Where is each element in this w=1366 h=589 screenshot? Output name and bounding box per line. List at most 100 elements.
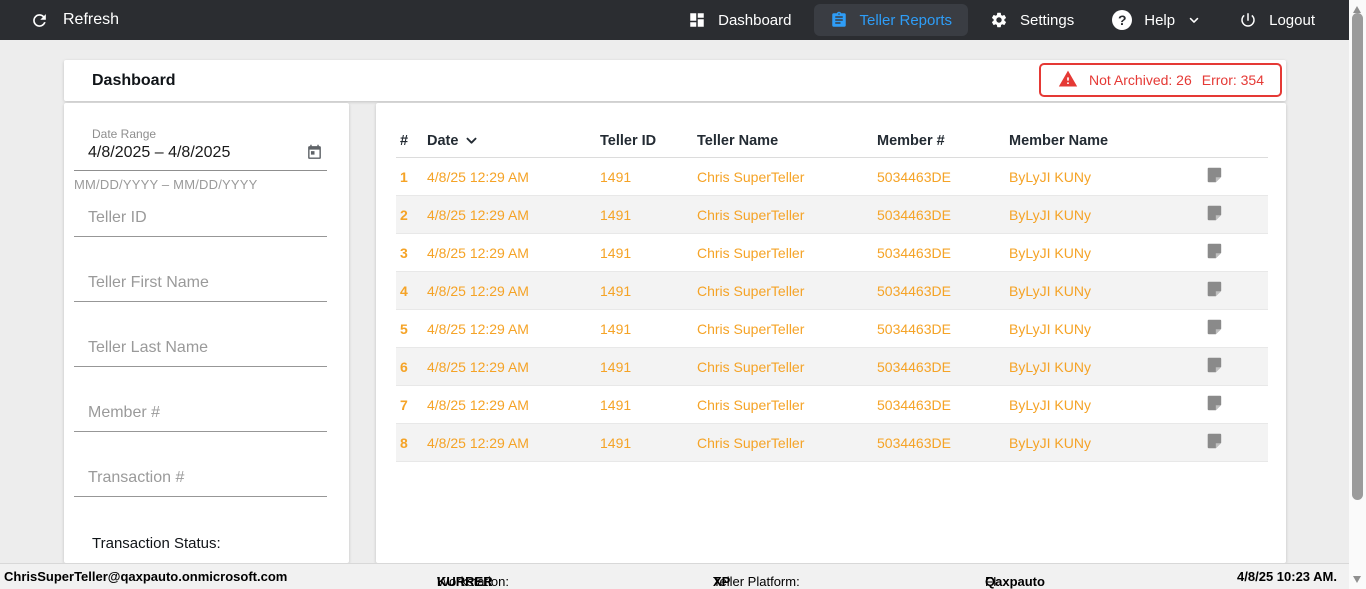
refresh-button[interactable]: Refresh <box>30 11 119 30</box>
teller-last-name-input[interactable] <box>74 335 327 367</box>
note-icon[interactable] <box>1205 242 1268 263</box>
filter-sidebar: Date Range MM/DD/YYYY – MM/DD/YYYY Trans… <box>64 103 349 563</box>
row-teller-name: Chris SuperTeller <box>697 282 805 299</box>
teller-id-input[interactable] <box>74 205 327 237</box>
fi-label: FI: <box>985 574 1001 589</box>
row-teller-id: 1491 <box>600 434 632 451</box>
teller-first-name-field <box>74 270 327 302</box>
row-member-name: ByLyJI KUNy <box>1009 282 1091 299</box>
top-nav: Refresh Dashboard Teller Reports Setting… <box>0 0 1349 40</box>
row-member-number: 5034463DE <box>877 358 951 375</box>
row-date: 4/8/25 12:29 AM <box>427 320 529 337</box>
row-number: 4 <box>400 282 408 299</box>
page-title: Dashboard <box>92 71 176 89</box>
status-bar: ChrisSuperTeller@qaxpauto.onmicrosoft.co… <box>0 563 1349 589</box>
row-date: 4/8/25 12:29 AM <box>427 396 529 413</box>
scroll-down-icon[interactable] <box>1353 576 1361 583</box>
row-teller-name: Chris SuperTeller <box>697 320 805 337</box>
column-header-number: # <box>400 133 409 149</box>
workstation-value: KURRER <box>437 574 493 589</box>
table-row[interactable]: 5 4/8/25 12:29 AM 1491 Chris SuperTeller… <box>396 310 1268 348</box>
row-member-number: 5034463DE <box>877 434 951 451</box>
table-row[interactable]: 7 4/8/25 12:29 AM 1491 Chris SuperTeller… <box>396 386 1268 424</box>
table-row[interactable]: 4 4/8/25 12:29 AM 1491 Chris SuperTeller… <box>396 272 1268 310</box>
calendar-icon[interactable] <box>306 144 323 166</box>
row-number: 8 <box>400 434 408 451</box>
alert-error-text: Error: 354 <box>1201 72 1264 88</box>
column-header-teller-name[interactable]: Teller Name <box>697 133 779 149</box>
transaction-status-label: Transaction Status: <box>92 535 221 552</box>
row-teller-name: Chris SuperTeller <box>697 244 805 261</box>
row-teller-name: Chris SuperTeller <box>697 396 805 413</box>
gear-icon <box>990 11 1008 29</box>
row-member-name: ByLyJI KUNy <box>1009 396 1091 413</box>
note-icon[interactable] <box>1205 318 1268 339</box>
row-member-number: 5034463DE <box>877 396 951 413</box>
row-teller-id: 1491 <box>600 282 632 299</box>
note-icon[interactable] <box>1205 394 1268 415</box>
row-number: 7 <box>400 396 408 413</box>
nav-item-label: Teller Reports <box>859 11 953 29</box>
workstation-label: Workstation: <box>437 574 510 589</box>
row-teller-id: 1491 <box>600 244 632 261</box>
teller-platform-label: Teller Platform: <box>713 574 800 589</box>
row-teller-id: 1491 <box>600 320 632 337</box>
row-number: 2 <box>400 206 408 223</box>
teller-platform-value: XP <box>713 574 731 589</box>
sort-descending-icon <box>464 130 479 152</box>
nav-item-help[interactable]: ? Help <box>1096 3 1217 37</box>
column-header-member-name[interactable]: Member Name <box>1009 133 1109 149</box>
note-icon[interactable] <box>1205 432 1268 453</box>
refresh-icon <box>30 11 49 30</box>
nav-item-logout[interactable]: Logout <box>1223 4 1331 36</box>
row-date: 4/8/25 12:29 AM <box>427 244 529 261</box>
teller-last-name-field <box>74 335 327 367</box>
transaction-number-input[interactable] <box>74 465 327 497</box>
row-number: 1 <box>400 168 408 185</box>
table-row[interactable]: 6 4/8/25 12:29 AM 1491 Chris SuperTeller… <box>396 348 1268 386</box>
row-member-number: 5034463DE <box>877 206 951 223</box>
scroll-up-icon[interactable] <box>1353 6 1361 13</box>
results-panel: # Date Teller ID Teller Name Member # Me… <box>376 103 1286 563</box>
archive-error-alert[interactable]: Not Archived: 26 Error: 354 <box>1039 63 1282 97</box>
nav-menu: Dashboard Teller Reports Settings ? Help <box>672 3 1331 37</box>
column-header-date[interactable]: Date <box>427 130 600 152</box>
vertical-scrollbar[interactable] <box>1349 0 1366 589</box>
date-range-input[interactable] <box>74 140 327 171</box>
row-date: 4/8/25 12:29 AM <box>427 168 529 185</box>
row-member-name: ByLyJI KUNy <box>1009 206 1091 223</box>
alert-not-archived-text: Not Archived: 26 <box>1089 72 1192 88</box>
nav-item-label: Settings <box>1020 11 1075 29</box>
row-member-name: ByLyJI KUNy <box>1009 244 1091 261</box>
nav-item-dashboard[interactable]: Dashboard <box>672 4 807 36</box>
table-row[interactable]: 2 4/8/25 12:29 AM 1491 Chris SuperTeller… <box>396 196 1268 234</box>
date-range-label: Date Range <box>92 127 157 141</box>
date-range-field <box>74 140 327 171</box>
row-teller-id: 1491 <box>600 168 632 185</box>
column-header-teller-id[interactable]: Teller ID <box>600 133 657 149</box>
dashboard-grid-icon <box>688 11 706 29</box>
teller-first-name-input[interactable] <box>74 270 327 302</box>
transaction-number-field <box>74 465 327 497</box>
fi-value: Qaxpauto <box>985 574 1045 589</box>
row-member-number: 5034463DE <box>877 282 951 299</box>
row-member-number: 5034463DE <box>877 168 951 185</box>
table-row[interactable]: 8 4/8/25 12:29 AM 1491 Chris SuperTeller… <box>396 424 1268 462</box>
nav-item-settings[interactable]: Settings <box>974 4 1090 36</box>
note-icon[interactable] <box>1205 356 1268 377</box>
results-table: # Date Teller ID Teller Name Member # Me… <box>396 125 1268 462</box>
nav-item-teller-reports[interactable]: Teller Reports <box>813 4 969 36</box>
note-icon[interactable] <box>1205 166 1268 187</box>
chevron-down-icon <box>1187 13 1201 27</box>
note-icon[interactable] <box>1205 204 1268 225</box>
member-number-input[interactable] <box>74 400 327 432</box>
column-header-date-label: Date <box>427 133 459 149</box>
scrollbar-thumb[interactable] <box>1352 13 1363 500</box>
table-row[interactable]: 3 4/8/25 12:29 AM 1491 Chris SuperTeller… <box>396 234 1268 272</box>
nav-item-label: Logout <box>1269 11 1315 29</box>
row-date: 4/8/25 12:29 AM <box>427 358 529 375</box>
column-header-member-number[interactable]: Member # <box>877 133 945 149</box>
row-teller-name: Chris SuperTeller <box>697 434 805 451</box>
note-icon[interactable] <box>1205 280 1268 301</box>
table-row[interactable]: 1 4/8/25 12:29 AM 1491 Chris SuperTeller… <box>396 158 1268 196</box>
